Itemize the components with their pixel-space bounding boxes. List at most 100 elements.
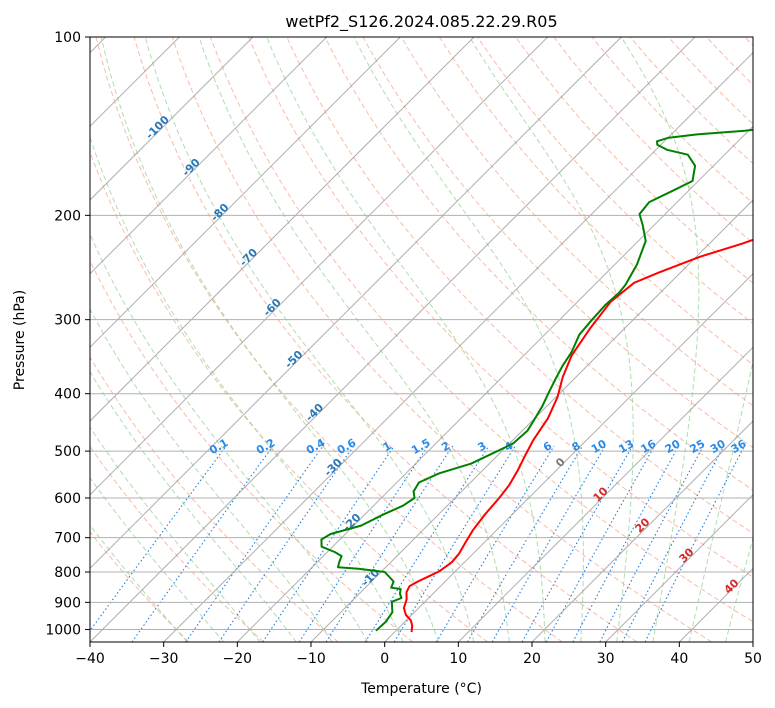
isotherm-label: -60 [261, 296, 284, 319]
x-tick-label: 50 [744, 651, 762, 667]
mixing-ratio-line [393, 445, 516, 642]
mixing-ratio-label: 20 [663, 437, 683, 456]
mixing-ratio-label: 1.5 [409, 436, 432, 457]
moist-adiabat [90, 426, 261, 642]
dry-adiabat [515, 37, 753, 284]
y-tick-label: 700 [54, 531, 81, 547]
y-axis-label: Pressure (hPa) [12, 290, 28, 390]
mixing-ratio-line [435, 445, 555, 642]
x-tick-label: 30 [597, 651, 615, 667]
mixing-ratio-line [545, 445, 656, 642]
moist-adiabat-label: 40 [722, 576, 742, 596]
dry-adiabat [744, 37, 753, 47]
isotherm [384, 272, 753, 642]
isotherm [310, 199, 753, 642]
moist-adiabat [725, 536, 753, 642]
dry-adiabat [248, 37, 753, 578]
y-tick-label: 600 [54, 491, 81, 507]
x-tick-label: −20 [223, 651, 253, 667]
dry-adiabat [438, 37, 753, 365]
mixing-ratio-line [262, 445, 395, 642]
moist-adiabat [90, 476, 225, 642]
isotherm [163, 51, 753, 642]
mixing-ratio-label: 30 [708, 437, 728, 456]
y-tick-label: 900 [54, 595, 81, 611]
mixing-ratio-line [218, 445, 355, 642]
dry-adiabat [706, 37, 753, 86]
x-tick-label: −40 [75, 651, 105, 667]
mixing-ratio-label: 0.2 [254, 436, 277, 457]
x-axis-label: Temperature (°C) [360, 681, 482, 697]
isotherm [90, 37, 328, 275]
dry-adiabat [90, 356, 339, 642]
y-tick-label: 800 [54, 565, 81, 581]
dry-adiabat [286, 37, 753, 534]
plot-frame [89, 36, 754, 643]
moist-adiabat [90, 135, 404, 642]
mixing-ratio-label: 36 [729, 437, 749, 456]
mixing-ratio-line [131, 445, 274, 642]
x-tick-label: 20 [523, 651, 541, 667]
mixing-ratio-line [364, 445, 490, 642]
dry-adiabat [95, 37, 563, 642]
dry-adiabat [324, 37, 753, 491]
mixing-ratio-label: 16 [639, 437, 659, 456]
mixing-ratio-label: 25 [688, 437, 708, 456]
isotherm-label: -30 [322, 456, 345, 479]
x-tick-label: 10 [449, 651, 467, 667]
mixing-ratio-line [621, 445, 725, 642]
dry-adiabat [90, 150, 488, 642]
mixing-ratio-label: 10 [589, 437, 609, 456]
moist-adiabat [762, 37, 775, 642]
dewpoint-profile [320, 128, 753, 632]
temperature-profile [402, 238, 753, 633]
isotherm [90, 37, 622, 570]
isotherm [236, 125, 753, 642]
mixing-ratio-line [467, 445, 584, 642]
moist-adiabat [688, 358, 753, 642]
isotherm [90, 37, 401, 349]
mixing-ratio-line [185, 445, 324, 642]
isotherm [531, 420, 753, 642]
y-tick-label: 400 [54, 387, 81, 403]
moist-adiabat [90, 308, 333, 642]
mixing-ratio-line [599, 445, 704, 642]
y-tick-label: 100 [54, 30, 81, 46]
mixing-ratio-line [325, 445, 454, 642]
mixing-ratio-line [572, 445, 680, 642]
isotherm-label: -90 [180, 156, 203, 179]
y-tick-label: 200 [54, 208, 81, 224]
isotherm [90, 37, 254, 201]
isotherm [457, 346, 753, 642]
x-tick-label: −10 [296, 651, 326, 667]
moist-adiabat [90, 232, 369, 642]
isotherm-label-zero: 0 [553, 455, 568, 470]
dry-adiabat [591, 37, 753, 204]
mixing-ratio-line [644, 445, 746, 642]
isotherm [90, 37, 696, 642]
moist-adiabat [144, 37, 475, 642]
dry-adiabat [90, 445, 264, 642]
moist-adiabat [266, 37, 546, 642]
dry-adiabat [553, 37, 753, 244]
dry-adiabat [171, 37, 712, 642]
dry-adiabat [90, 531, 190, 642]
mixing-ratio-line [521, 445, 633, 642]
isotherm [90, 37, 475, 422]
mixing-ratio-line [298, 445, 429, 642]
isotherm-label: -50 [282, 348, 305, 371]
mixing-ratio-label: 0.6 [335, 436, 359, 457]
y-tick-label: 300 [54, 313, 81, 329]
x-tick-label: 40 [670, 651, 688, 667]
isotherm [752, 641, 753, 642]
isotherm [678, 567, 753, 642]
isotherm [605, 493, 753, 642]
moist-adiabat [353, 37, 584, 642]
moist-adiabat-label: 20 [633, 515, 653, 535]
mixing-ratio-label: 3 [475, 439, 488, 454]
moist-adiabat-label: 30 [677, 545, 697, 565]
isotherm-label: -70 [237, 246, 260, 269]
chart-title: wetPf2_S126.2024.085.22.29.R05 [285, 12, 557, 32]
moist-adiabat [100, 37, 439, 642]
